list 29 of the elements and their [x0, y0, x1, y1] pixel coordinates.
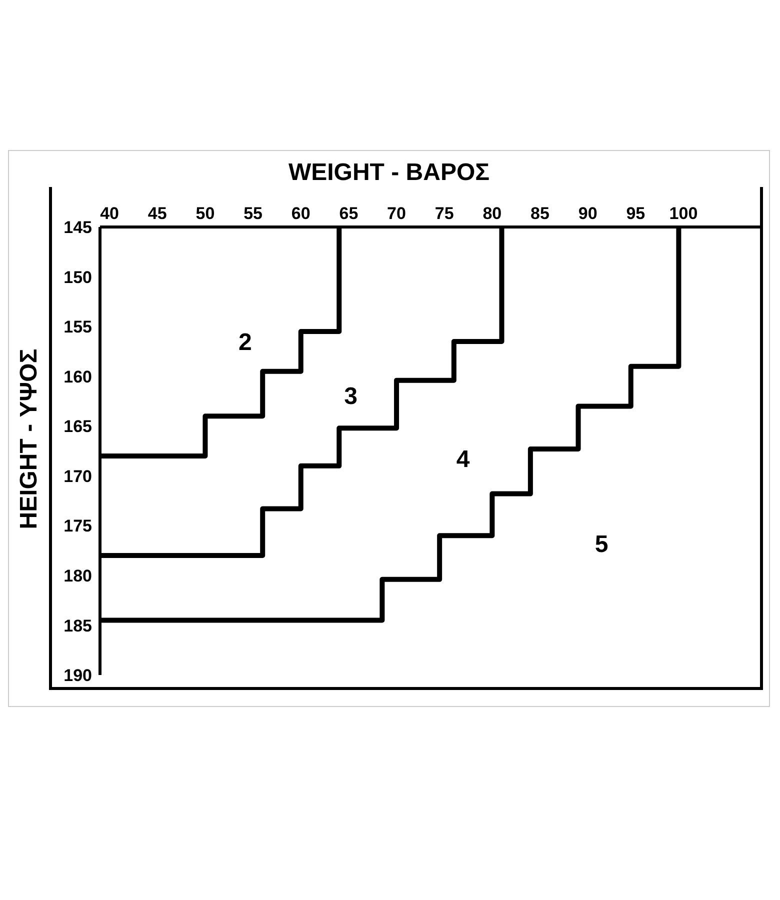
y-tick-label: 190	[64, 666, 92, 686]
x-tick-label: 90	[578, 204, 598, 223]
x-tick-label: 60	[291, 204, 310, 223]
y-tick-label: 185	[64, 616, 92, 636]
y-tick-label: 155	[64, 318, 92, 337]
x-tick-label: 85	[530, 204, 550, 223]
annotation: 2	[238, 329, 252, 358]
y-tick-label: 180	[64, 566, 92, 586]
y-axis-title: HEIGHT - ΥΨΟΣ	[15, 348, 43, 529]
x-tick-label: 70	[387, 204, 406, 223]
x-tick-label: 95	[626, 204, 646, 223]
annotation: 5	[594, 531, 608, 560]
y-tick-label: 150	[64, 268, 92, 287]
y-tick-label: 170	[64, 466, 92, 486]
x-tick-label: 40	[100, 204, 120, 223]
x-tick-label: 65	[339, 204, 358, 223]
x-tick-label: 80	[482, 204, 502, 223]
annotation: 3	[344, 383, 358, 412]
x-tick-label: 75	[434, 204, 454, 223]
y-tick-label: 160	[64, 367, 92, 386]
y-tick-label: 145	[64, 218, 92, 238]
annotation: 4	[456, 446, 470, 474]
x-tick-label: 100	[669, 204, 698, 223]
x-tick-label: 45	[148, 204, 167, 223]
y-tick-label: 165	[64, 417, 92, 436]
y-tick-label: 175	[64, 516, 92, 536]
x-axis-title: WEIGHT - ΒΑΡΟΣ	[287, 159, 491, 187]
x-tick-label: 50	[196, 204, 215, 223]
x-tick-label: 55	[244, 204, 263, 223]
